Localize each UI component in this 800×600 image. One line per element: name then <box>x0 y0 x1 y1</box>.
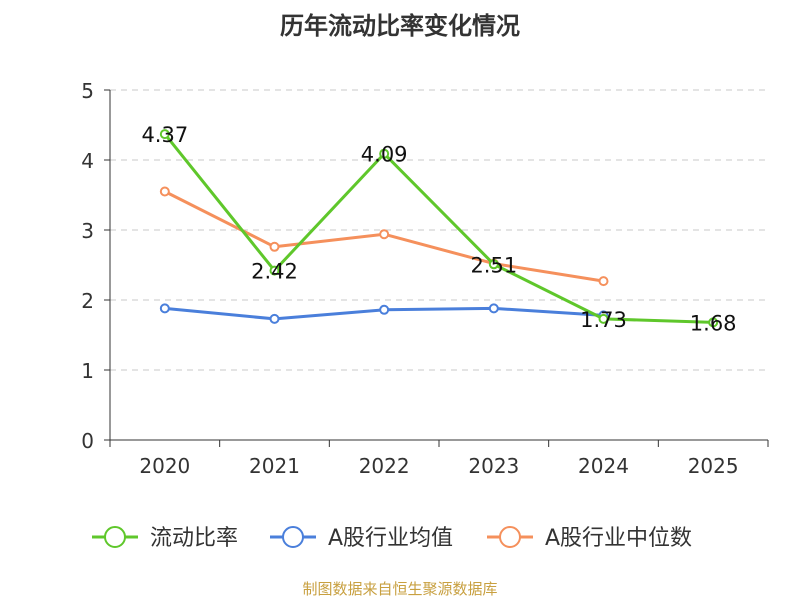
data-point <box>269 265 280 276</box>
data-point <box>598 313 609 324</box>
y-tick-label: 2 <box>81 289 94 313</box>
legend-marker <box>104 526 126 548</box>
y-tick-label: 1 <box>81 359 94 383</box>
data-point <box>488 303 499 314</box>
data-point <box>379 304 390 315</box>
y-tick-label: 3 <box>81 219 94 243</box>
x-tick-label: 2025 <box>688 454 739 478</box>
data-label: 4.09 <box>361 143 408 167</box>
data-point <box>488 259 499 270</box>
data-point <box>159 303 170 314</box>
legend-label: A股行业均值 <box>328 526 453 551</box>
data-label: 2.42 <box>251 260 298 284</box>
x-tick-label: 2024 <box>578 454 629 478</box>
legend-marker <box>282 526 304 548</box>
x-tick-label: 2023 <box>468 454 519 478</box>
data-label: 4.37 <box>141 123 188 147</box>
data-point <box>379 148 390 159</box>
legend-label: 流动比率 <box>150 526 238 551</box>
data-point <box>598 276 609 287</box>
y-tick-label: 0 <box>81 429 94 453</box>
legend-marker <box>499 526 521 548</box>
x-tick-label: 2021 <box>249 454 300 478</box>
data-point <box>269 313 280 324</box>
data-label: 2.51 <box>470 253 517 277</box>
series-line <box>163 133 714 324</box>
chart-title: 历年流动比率变化情况 <box>280 12 520 40</box>
x-tick-label: 2022 <box>359 454 410 478</box>
legend-label: A股行业中位数 <box>545 526 692 551</box>
data-label: 1.68 <box>690 311 737 335</box>
data-point <box>159 186 170 197</box>
data-point <box>269 241 280 252</box>
data-point <box>708 317 719 328</box>
data-point <box>379 229 390 240</box>
x-tick-label: 2020 <box>139 454 190 478</box>
y-tick-label: 5 <box>81 79 94 103</box>
y-tick-label: 4 <box>81 149 94 173</box>
data-point <box>159 129 170 140</box>
source-note: 制图数据来自恒生聚源数据库 <box>302 580 498 598</box>
data-label: 1.73 <box>580 308 627 332</box>
